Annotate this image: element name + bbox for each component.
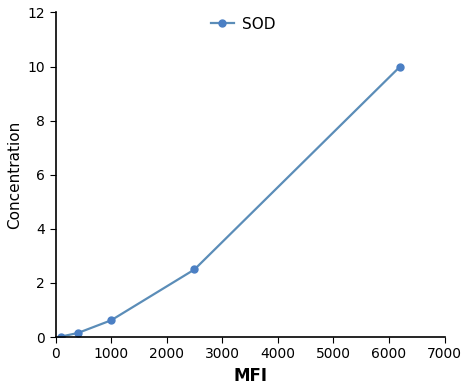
Line: SOD: SOD [58, 63, 403, 340]
Y-axis label: Concentration: Concentration [7, 121, 22, 229]
SOD [75, 331, 81, 336]
SOD [58, 334, 64, 339]
SOD [397, 64, 403, 69]
SOD [108, 318, 114, 323]
Legend: SOD: SOD [211, 17, 275, 32]
SOD [192, 267, 197, 272]
X-axis label: MFI: MFI [233, 367, 267, 385]
